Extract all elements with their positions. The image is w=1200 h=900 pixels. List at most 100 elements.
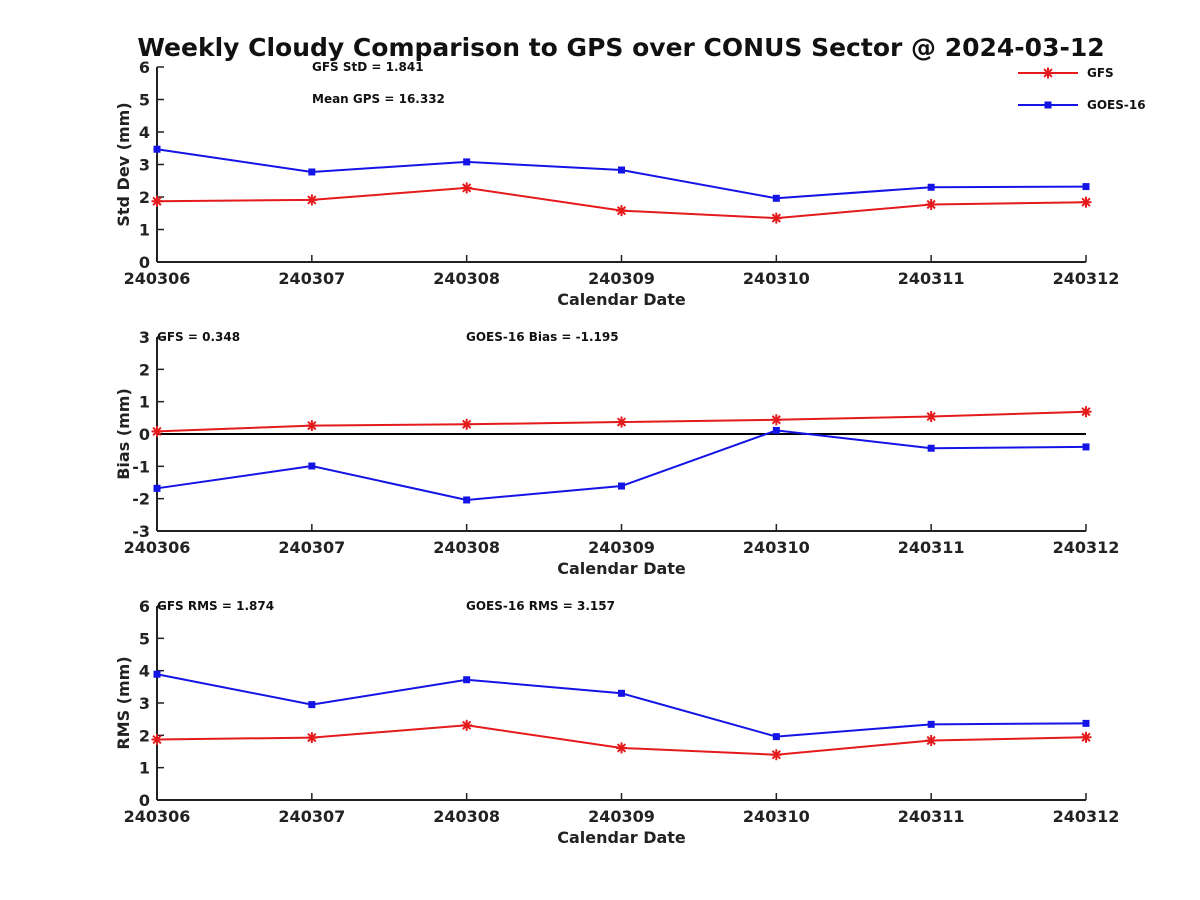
y-tick-label: 3	[139, 328, 150, 347]
point-goes-16	[772, 194, 780, 202]
point-goes-16	[927, 183, 935, 191]
legend-label: GFS	[1087, 66, 1114, 80]
x-tick-label: 240310	[743, 807, 810, 826]
point-goes-16	[927, 720, 935, 728]
point-goes-16	[308, 701, 316, 709]
legend-marker	[1044, 101, 1052, 109]
x-tick-label: 240308	[433, 269, 500, 288]
point-gfs	[1080, 196, 1092, 208]
point-goes-16	[927, 444, 935, 452]
point-gfs	[770, 212, 782, 224]
point-gfs	[616, 742, 627, 754]
series-goes-16	[153, 670, 1090, 741]
point-gfs	[925, 735, 937, 747]
y-tick-label: 5	[139, 91, 150, 110]
y-axis-label: RMS (mm)	[114, 656, 133, 749]
point-goes-16	[618, 689, 625, 697]
x-tick-label: 240309	[588, 538, 655, 557]
stat-annotation: GOES-16 Bias = -1.195	[466, 330, 619, 344]
point-goes-16	[618, 166, 625, 174]
x-tick-label: 240308	[433, 538, 500, 557]
x-tick-label: 240312	[1053, 269, 1120, 288]
point-gfs	[306, 732, 318, 744]
stat-annotation: GFS StD = 1.841	[312, 60, 424, 74]
point-goes-16	[153, 484, 161, 492]
stat-annotation: GFS RMS = 1.874	[157, 599, 274, 613]
x-tick-label: 240311	[898, 269, 965, 288]
series-gfs	[151, 719, 1092, 761]
series-line-goes-16	[156, 673, 1087, 738]
point-goes-16	[1082, 183, 1090, 191]
point-gfs	[616, 205, 627, 217]
x-tick-label: 240306	[124, 269, 191, 288]
y-tick-label: 3	[139, 156, 150, 175]
point-goes-16	[463, 676, 471, 684]
y-axis-label: Bias (mm)	[114, 388, 133, 480]
y-tick-label: 4	[139, 123, 150, 142]
y-tick-label: 0	[139, 791, 150, 810]
point-goes-16	[1082, 719, 1090, 727]
stat-annotation: GOES-16 RMS = 3.157	[466, 599, 615, 613]
stat-annotation: Mean GPS = 16.332	[312, 92, 445, 106]
x-axis-label: Calendar Date	[557, 290, 686, 309]
y-tick-label: -2	[132, 490, 150, 509]
y-tick-label: 2	[139, 726, 150, 745]
x-tick-label: 240306	[124, 807, 191, 826]
x-tick-label: 240312	[1053, 538, 1120, 557]
point-gfs	[461, 182, 473, 194]
x-tick-label: 240309	[588, 807, 655, 826]
x-tick-label: 240308	[433, 807, 500, 826]
x-axis-label: Calendar Date	[557, 828, 686, 847]
point-goes-16	[618, 482, 625, 490]
y-tick-label: 4	[139, 662, 150, 681]
point-gfs	[151, 734, 163, 746]
y-tick-label: 5	[139, 629, 150, 648]
point-goes-16	[463, 496, 471, 504]
point-goes-16	[772, 426, 780, 434]
point-gfs	[151, 195, 163, 207]
y-tick-label: 2	[139, 188, 150, 207]
point-goes-16	[1082, 443, 1090, 451]
stat-annotation: GFS = 0.348	[157, 330, 240, 344]
point-gfs	[1080, 406, 1092, 418]
y-tick-label: -3	[132, 522, 150, 541]
series-line-goes-16	[156, 148, 1087, 200]
x-tick-label: 240309	[588, 269, 655, 288]
y-tick-label: 3	[139, 694, 150, 713]
point-goes-16	[153, 145, 161, 153]
series-gfs	[151, 182, 1092, 224]
y-tick-label: 6	[139, 597, 150, 616]
x-tick-label: 240312	[1053, 807, 1120, 826]
x-tick-label: 240310	[743, 538, 810, 557]
x-tick-label: 240307	[278, 269, 345, 288]
series-goes-16	[153, 426, 1090, 504]
point-gfs	[1080, 731, 1092, 743]
point-gfs	[306, 194, 318, 206]
point-gfs	[151, 425, 163, 437]
x-axis-label: Calendar Date	[557, 559, 686, 578]
point-goes-16	[308, 462, 316, 470]
x-tick-label: 240306	[124, 538, 191, 557]
point-gfs	[770, 414, 782, 426]
y-tick-label: 1	[139, 759, 150, 778]
y-tick-label: 0	[139, 253, 150, 272]
y-tick-label: 2	[139, 360, 150, 379]
legend-entry-gfs: GFS	[1018, 66, 1114, 80]
x-tick-label: 240311	[898, 538, 965, 557]
y-axis-label: Std Dev (mm)	[114, 102, 133, 226]
point-gfs	[461, 719, 473, 731]
point-gfs	[616, 416, 627, 428]
chart-title: Weekly Cloudy Comparison to GPS over CON…	[137, 33, 1104, 62]
legend-entry-goes-16: GOES-16	[1018, 98, 1146, 112]
x-tick-label: 240307	[278, 538, 345, 557]
point-gfs	[306, 420, 318, 432]
point-goes-16	[153, 670, 161, 678]
y-tick-label: 6	[139, 58, 150, 77]
point-gfs	[925, 198, 937, 210]
panel-1: 0 1 2 3 4 5 6 240306 240307 240308 240309 240310 240…	[114, 58, 1119, 309]
panel-2: -3 -2 -1 0 1 2 3 240306 240307 240308 240309 240310…	[114, 328, 1119, 578]
panel-3: 0 1 2 3 4 5 6 240306 240307 240308 240309 240310 240…	[114, 597, 1119, 847]
point-gfs	[461, 418, 473, 430]
